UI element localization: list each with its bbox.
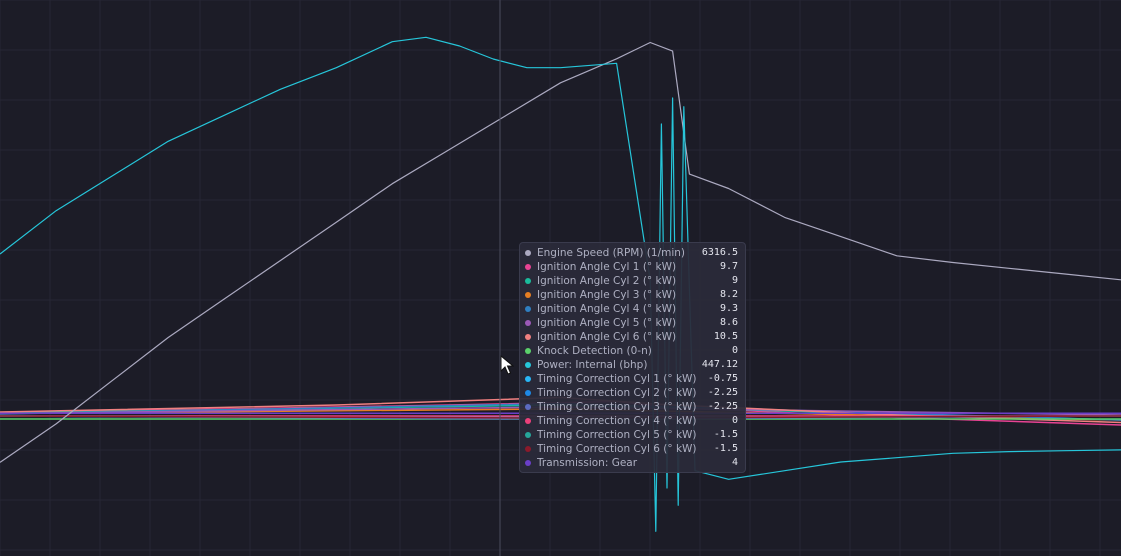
tooltip-row: Ignition Angle Cyl 5 (° kW) 8.6 [525,316,740,330]
tooltip-series-value: 10.5 [713,331,738,342]
series-color-dot-icon [525,418,531,424]
series-color-dot-icon [525,320,531,326]
series-color-dot-icon [525,348,531,354]
tooltip-row: Timing Correction Cyl 6 (° kW) -1.5 [525,442,740,456]
tooltip-series-label: Ignition Angle Cyl 4 (° kW) [537,303,677,315]
tooltip-series-label: Timing Correction Cyl 3 (° kW) [537,401,697,413]
tooltip-series-value: 0 [731,415,738,426]
series-line-engine-speed-rpm-1-min [0,41,1121,463]
series-color-dot-icon [525,432,531,438]
series-color-dot-icon [525,362,531,368]
series-color-dot-icon [525,250,531,256]
series-color-dot-icon [525,404,531,410]
series-color-dot-icon [525,376,531,382]
tooltip-series-value: 9 [731,275,738,286]
series-color-dot-icon [525,334,531,340]
tooltip-series-label: Timing Correction Cyl 2 (° kW) [537,387,697,399]
tooltip-series-value: 4 [731,457,738,468]
tooltip-series-label: Transmission: Gear [537,457,638,469]
tooltip-series-label: Knock Detection (0-n) [537,345,652,357]
tooltip-row: Ignition Angle Cyl 1 (° kW) 9.7 [525,260,740,274]
tooltip-series-label: Timing Correction Cyl 1 (° kW) [537,373,697,385]
tooltip-series-value: -0.75 [707,373,738,384]
series-color-dot-icon [525,390,531,396]
tooltip-series-value: 8.2 [719,289,738,300]
tooltip-series-value: 8.6 [719,317,738,328]
tooltip-series-label: Power: Internal (bhp) [537,359,648,371]
tooltip-series-value: 0 [731,345,738,356]
series-color-dot-icon [525,264,531,270]
tooltip-series-label: Timing Correction Cyl 4 (° kW) [537,415,697,427]
tooltip-row: Ignition Angle Cyl 2 (° kW) 9 [525,274,740,288]
tooltip-series-label: Ignition Angle Cyl 2 (° kW) [537,275,677,287]
series-color-dot-icon [525,278,531,284]
tooltip-row: Timing Correction Cyl 5 (° kW) -1.5 [525,428,740,442]
tooltip-series-label: Ignition Angle Cyl 6 (° kW) [537,331,677,343]
tooltip-series-value: -2.25 [707,401,738,412]
tooltip-series-value: -2.25 [707,387,738,398]
tooltip-series-label: Ignition Angle Cyl 3 (° kW) [537,289,677,301]
tooltip-row: Engine Speed (RPM) (1/min) 6316.5 [525,246,740,260]
series-color-dot-icon [525,306,531,312]
tooltip-row: Transmission: Gear 4 [525,456,740,470]
tooltip-series-value: 6316.5 [701,247,738,258]
series-color-dot-icon [525,292,531,298]
tooltip-series-label: Ignition Angle Cyl 5 (° kW) [537,317,677,329]
tooltip-series-label: Timing Correction Cyl 5 (° kW) [537,429,697,441]
tooltip-row: Knock Detection (0-n) 0 [525,344,740,358]
tooltip-series-value: -1.5 [713,443,738,454]
tooltip-row: Timing Correction Cyl 3 (° kW) -2.25 [525,400,740,414]
tooltip-series-label: Timing Correction Cyl 6 (° kW) [537,443,697,455]
tooltip-row: Ignition Angle Cyl 3 (° kW) 8.2 [525,288,740,302]
tooltip-row: Timing Correction Cyl 2 (° kW) -2.25 [525,386,740,400]
hover-tooltip: Engine Speed (RPM) (1/min) 6316.5 Ignition… [519,242,746,473]
tooltip-series-label: Ignition Angle Cyl 1 (° kW) [537,261,677,273]
tooltip-series-value: 447.12 [701,359,738,370]
tooltip-rows: Engine Speed (RPM) (1/min) 6316.5 Ignition… [525,246,740,470]
series-color-dot-icon [525,446,531,452]
mouse-pointer-icon [500,355,514,375]
tooltip-row: Timing Correction Cyl 1 (° kW) -0.75 [525,372,740,386]
tooltip-series-value: 9.3 [719,303,738,314]
tooltip-row: Ignition Angle Cyl 4 (° kW) 9.3 [525,302,740,316]
tooltip-series-value: -1.5 [713,429,738,440]
tooltip-row: Power: Internal (bhp) 447.12 [525,358,740,372]
tooltip-series-label: Engine Speed (RPM) (1/min) [537,247,686,259]
tooltip-row: Timing Correction Cyl 4 (° kW) 0 [525,414,740,428]
series-color-dot-icon [525,460,531,466]
tooltip-row: Ignition Angle Cyl 6 (° kW) 10.5 [525,330,740,344]
tooltip-series-value: 9.7 [719,261,738,272]
